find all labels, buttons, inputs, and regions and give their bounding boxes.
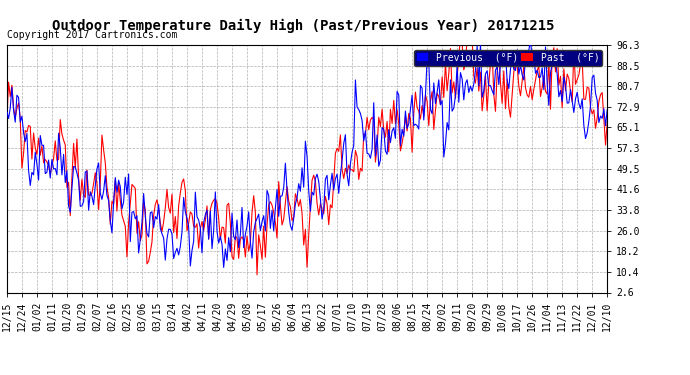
Legend: Previous  (°F), Past  (°F): Previous (°F), Past (°F) xyxy=(414,50,602,66)
Text: Copyright 2017 Cartronics.com: Copyright 2017 Cartronics.com xyxy=(7,30,177,40)
Text: Outdoor Temperature Daily High (Past/Previous Year) 20171215: Outdoor Temperature Daily High (Past/Pre… xyxy=(52,19,555,33)
